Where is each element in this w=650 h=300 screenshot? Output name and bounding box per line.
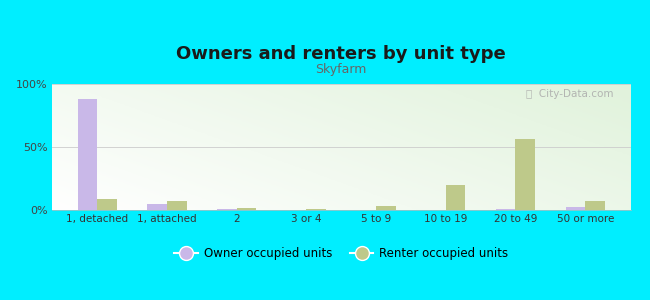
Bar <box>237 208 256 210</box>
Text: ⓘ  City-Data.com: ⓘ City-Data.com <box>526 89 613 99</box>
Bar <box>217 209 237 210</box>
Bar <box>446 185 465 210</box>
Bar <box>496 209 515 210</box>
Bar <box>98 199 117 210</box>
Bar <box>585 201 604 210</box>
Bar <box>515 140 535 210</box>
Legend: Owner occupied units, Renter occupied units: Owner occupied units, Renter occupied un… <box>170 242 513 265</box>
Bar <box>167 201 187 210</box>
Bar <box>376 206 396 210</box>
Bar <box>148 204 167 210</box>
Bar <box>306 209 326 210</box>
Bar <box>78 99 98 210</box>
Title: Owners and renters by unit type: Owners and renters by unit type <box>176 45 506 63</box>
Text: Skyfarm: Skyfarm <box>315 63 367 76</box>
Bar <box>566 208 585 210</box>
